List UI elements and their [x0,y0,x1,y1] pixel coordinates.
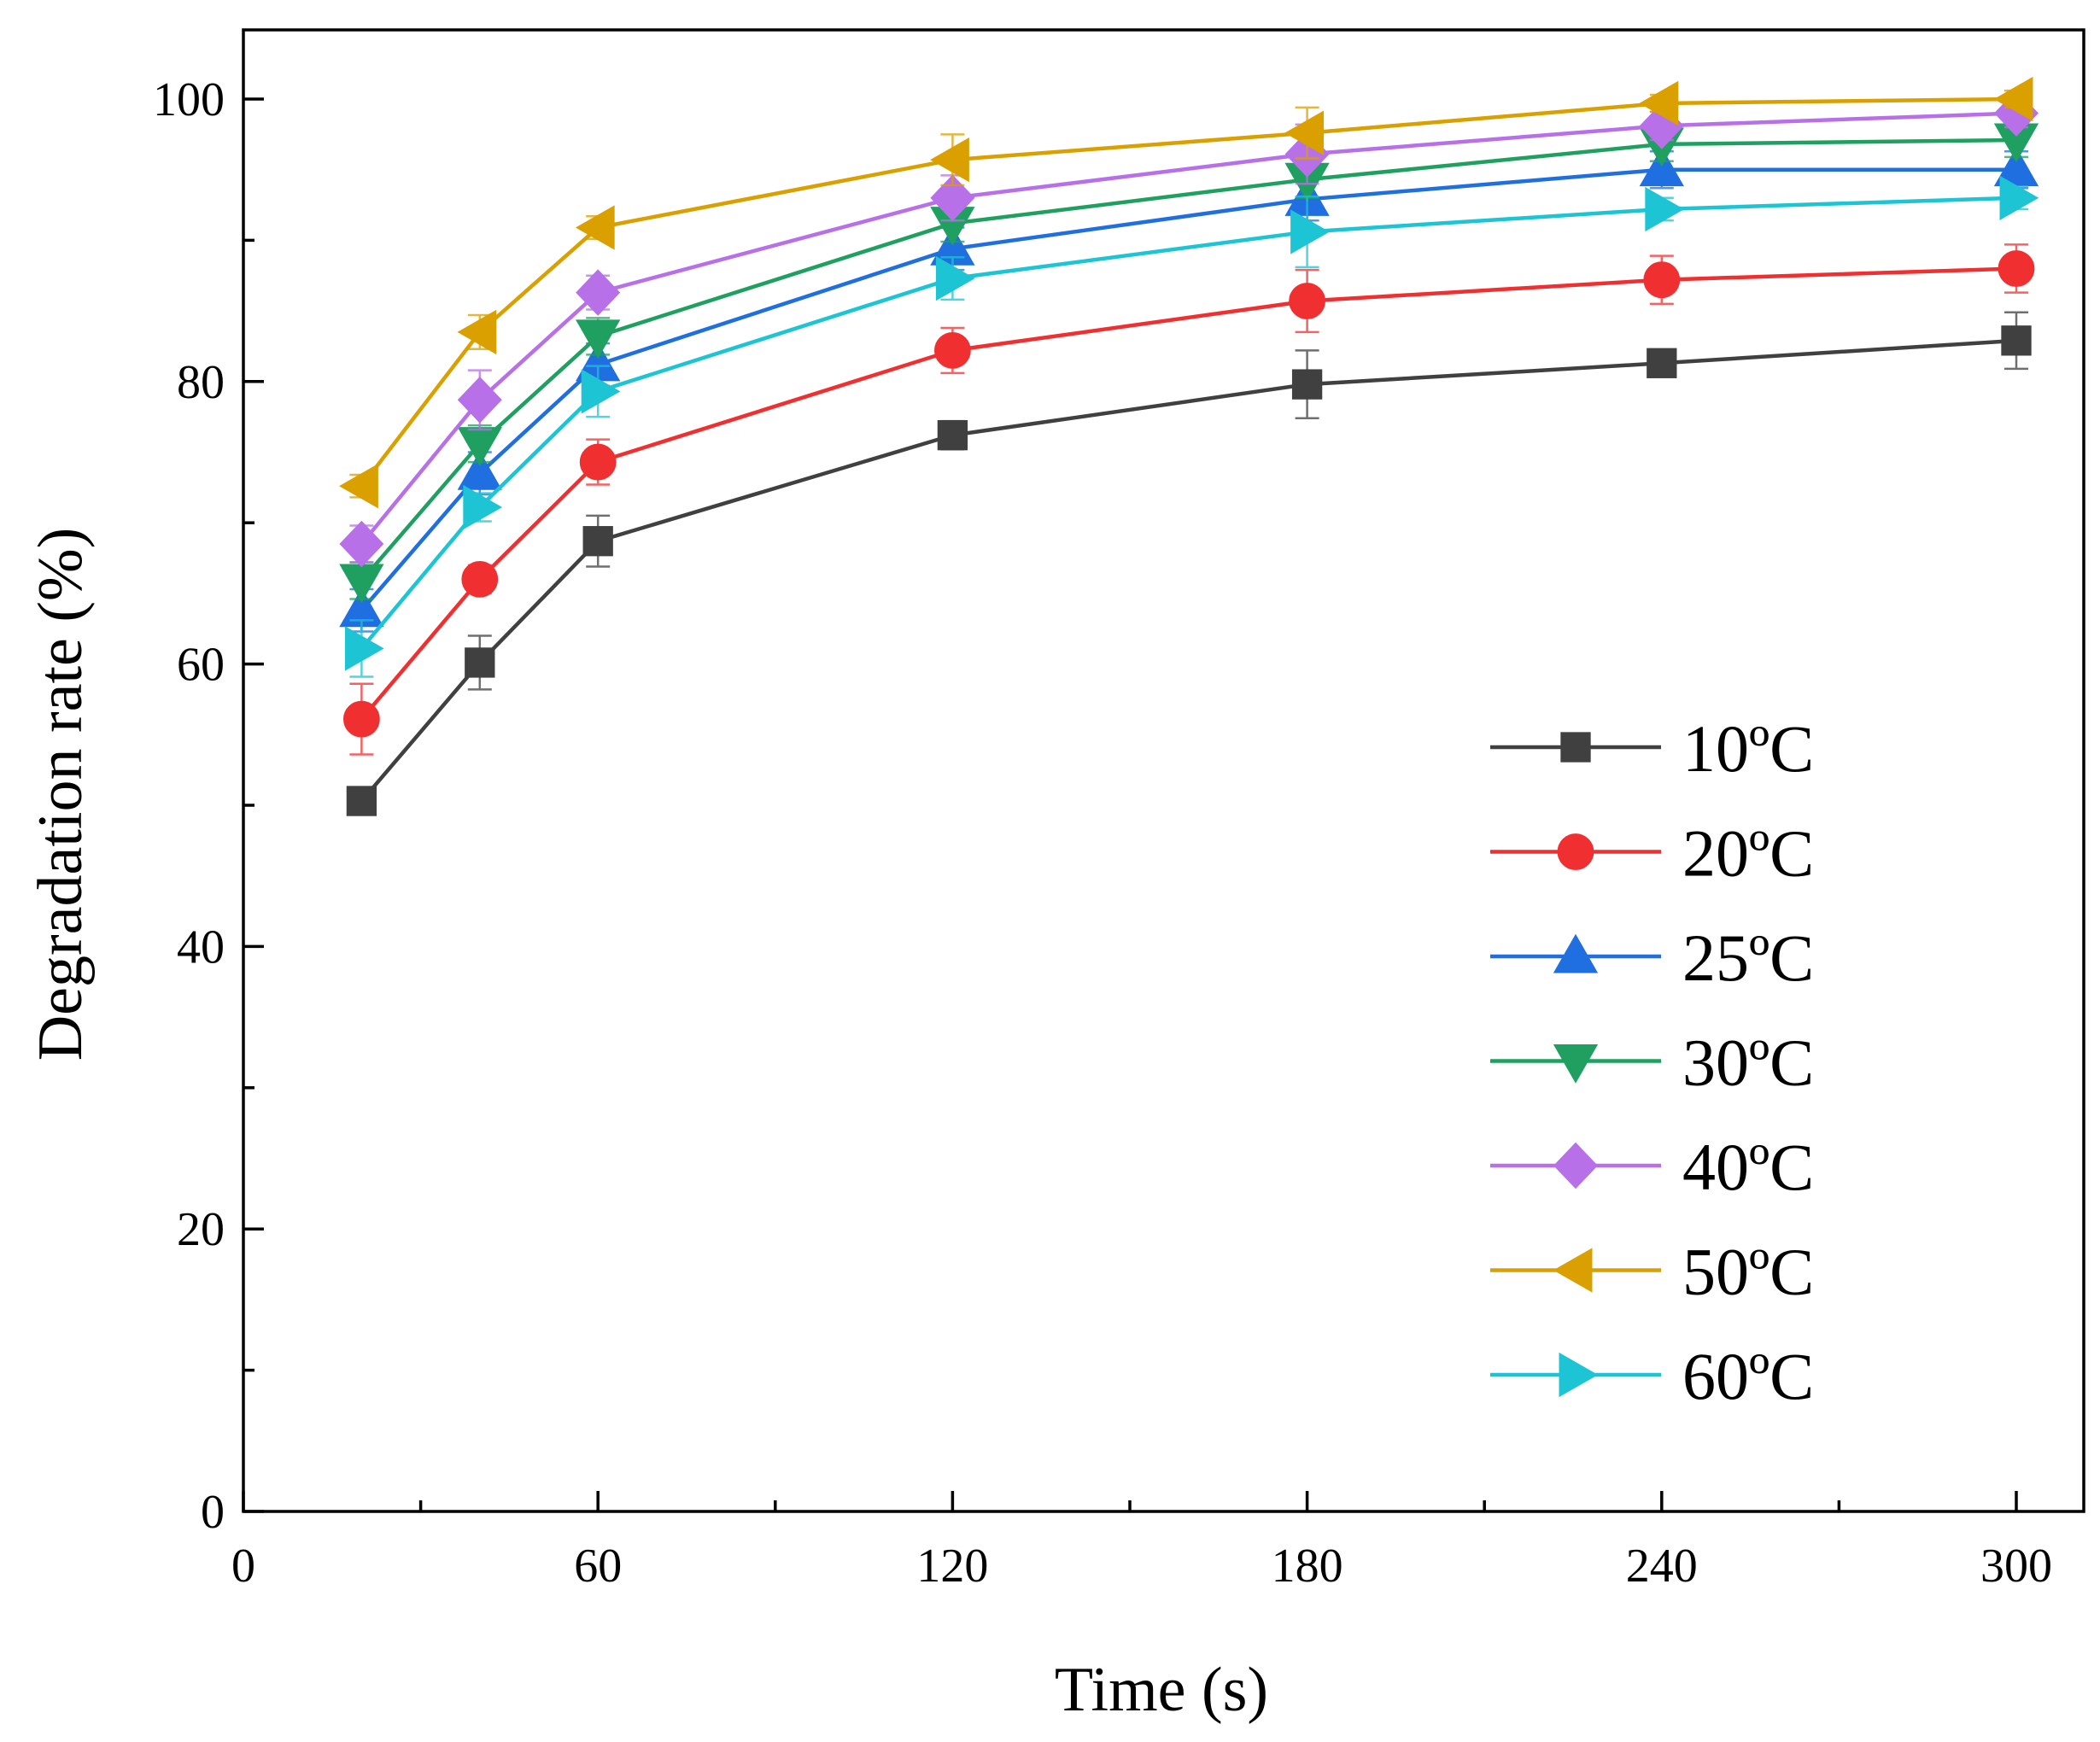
series-layer [339,76,2039,816]
series-10c [346,311,2032,816]
x-axis-title: Time (s) [1055,1655,1268,1725]
series-40c [339,90,2039,568]
data-point [461,560,499,598]
data-point [457,451,502,490]
data-point [576,319,621,360]
data-point [1993,76,2033,122]
y-tick-label: 80 [177,356,225,409]
data-point [339,520,384,568]
series-20c [343,243,2035,756]
legend-item-25c: 25ºC [1490,921,1814,995]
data-point [1998,250,2035,287]
x-tick-label: 180 [1272,1540,1343,1593]
data-point [457,377,502,424]
data-point [1647,348,1677,378]
data-point [344,626,384,671]
legend-label: 50ºC [1682,1235,1814,1309]
legend-label: 20ºC [1682,816,1814,891]
data-point [1643,261,1681,299]
legend-marker [1560,732,1591,763]
data-point [1290,209,1330,254]
data-point [1639,80,1679,126]
legend-label: 25ºC [1682,921,1814,995]
data-point [346,786,377,816]
data-point [576,269,621,316]
data-point [581,369,621,414]
data-point [1645,186,1685,232]
data-point [465,647,495,678]
legend-item-20c: 20ºC [1490,816,1814,891]
data-point [930,174,975,222]
data-point [463,484,503,530]
y-axis-title: Degradation rate (%) [26,528,96,1061]
x-tick-label: 0 [231,1540,255,1593]
legend-label: 10ºC [1682,711,1814,786]
x-tick-label: 240 [1626,1540,1698,1593]
x-tick-label: 60 [574,1540,622,1593]
data-point [1284,110,1325,155]
plot-frame [242,28,2085,1513]
y-tick-label: 20 [177,1203,225,1256]
data-point [1639,147,1684,187]
data-point [930,137,969,183]
data-point [935,255,975,301]
x-tick-label: 120 [916,1540,988,1593]
legend-marker [1557,833,1594,870]
legend-item-40c: 40ºC [1490,1130,1814,1204]
data-point [2001,325,2032,356]
data-point [1291,369,1323,400]
y-axis-ticks: 0 20 40 60 80 100 [153,73,264,1539]
data-point [934,332,971,369]
series-line [360,196,2017,650]
legend-marker [1553,933,1599,973]
legend-label: 30ºC [1682,1026,1814,1100]
legend-marker [1553,1142,1598,1190]
data-point [457,309,497,355]
data-point [937,419,968,451]
y-tick-label: 0 [201,1486,225,1539]
data-point [1289,283,1325,319]
legend-item-30c: 30ºC [1490,1026,1814,1100]
data-point [582,526,613,557]
legend-label: 40ºC [1682,1130,1814,1204]
legend-marker [1553,1248,1593,1293]
data-point [343,700,380,738]
x-axis-ticks: 0 60 120 180 240 300 [231,1491,2052,1593]
data-point [339,464,378,509]
legend-label: 60ºC [1682,1339,1814,1413]
data-point [339,564,384,604]
y-tick-label: 40 [177,921,225,973]
y-tick-label: 60 [177,639,225,692]
legend-item-60c: 60ºC [1490,1339,1814,1413]
data-point [575,205,615,250]
x-tick-label: 300 [1980,1540,2052,1593]
legend-marker [1559,1352,1599,1398]
data-point [579,443,617,481]
series-60c [344,175,2039,678]
series-50c [339,76,2033,509]
legend: 10ºC 20ºC 25ºC 30ºC 40ºC 50ºC 60ºC [1490,711,1814,1413]
y-tick-label: 100 [153,73,225,126]
legend-item-10c: 10ºC [1490,711,1814,786]
data-point [1999,175,2039,220]
legend-item-50c: 50ºC [1490,1235,1814,1309]
plot-border [242,28,2085,1513]
legend-marker [1553,1044,1599,1084]
